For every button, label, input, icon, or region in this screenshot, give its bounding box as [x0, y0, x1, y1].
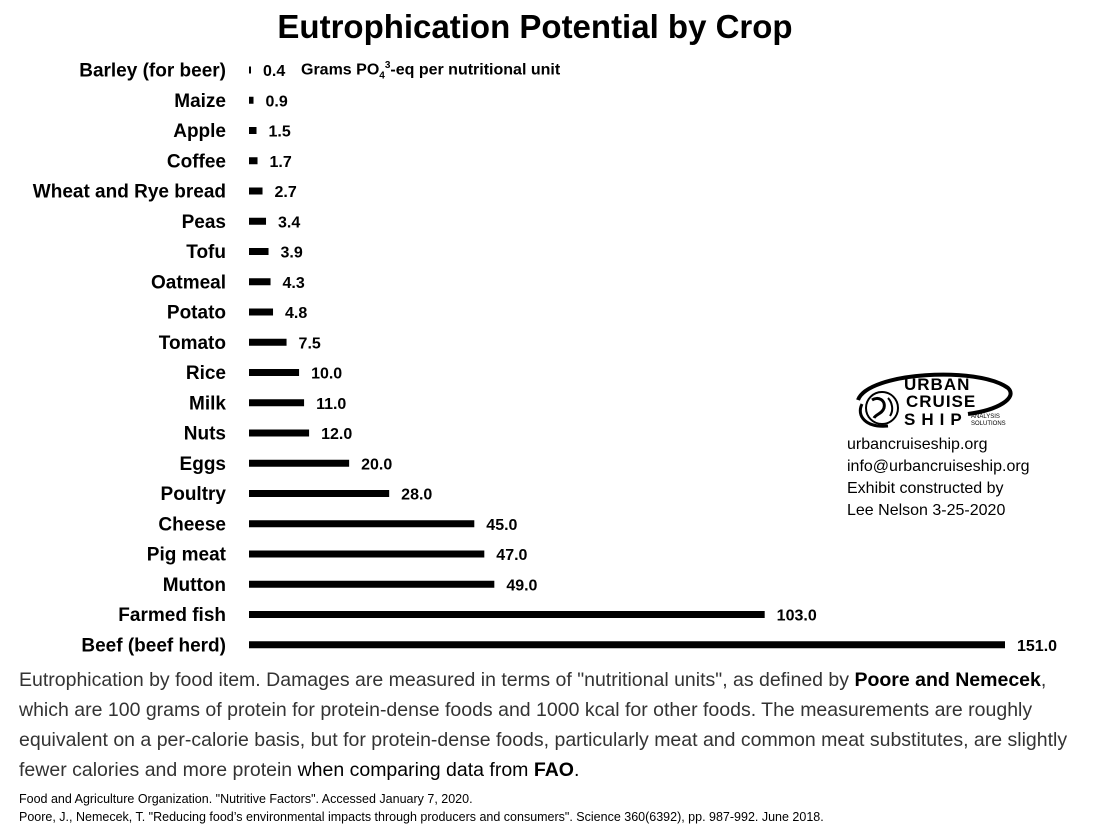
bar-peas	[249, 217, 267, 225]
unit-suffix: -eq per nutritional unit	[390, 61, 561, 79]
value-label-eggs: 20.0	[361, 456, 392, 473]
category-label-barley-for-beer: Barley (for beer)	[79, 61, 226, 82]
logo-text-ship: SHIP	[904, 410, 968, 429]
unit-superscript: 3	[384, 60, 391, 71]
bar-milk	[249, 399, 305, 407]
category-label-milk: Milk	[189, 393, 226, 414]
bar-nuts	[249, 429, 310, 437]
category-label-tomato: Tomato	[159, 333, 226, 354]
credit-line-2: Lee Nelson 3-25-2020	[847, 502, 1006, 519]
category-label-beef-beef-herd: Beef (beef herd)	[81, 635, 226, 656]
chart-title: Eutrophication Potential by Crop	[277, 8, 793, 45]
category-label-pig-meat: Pig meat	[147, 545, 227, 566]
category-label-cheese: Cheese	[158, 514, 226, 535]
footnote-fao: Food and Agriculture Organization. "Nutr…	[19, 792, 473, 806]
bar-rice	[249, 369, 300, 376]
caption-bold-poore-nemecek: Poore and Nemecek	[854, 669, 1041, 691]
credit-line-1: Exhibit constructed by	[847, 480, 1004, 497]
value-label-mutton: 49.0	[506, 577, 537, 594]
bar-farmed-fish	[249, 611, 765, 618]
category-label-apple: Apple	[173, 121, 226, 142]
bar-poultry	[249, 490, 390, 497]
category-label-coffee: Coffee	[167, 151, 226, 172]
logo-text-solutions: SOLUTIONS	[971, 421, 1006, 427]
caption-part-3: when comparing data from	[297, 759, 534, 781]
unit-label: Grams PO43-eq per nutritional unit	[301, 60, 560, 82]
value-label-cheese: 45.0	[486, 517, 517, 534]
bar-maize	[249, 96, 254, 104]
bar-chart: Barley (for beer) 0.4 Maize 0.9 Apple 1.5 Coff…	[33, 61, 1057, 657]
logo-swoosh-icon	[856, 372, 1013, 428]
category-label-maize: Maize	[174, 91, 226, 112]
caption-part-2: , which are 100 grams of protein for pro…	[19, 669, 1068, 781]
value-label-rice: 10.0	[311, 366, 342, 383]
website-text: urbancruiseship.org	[847, 436, 988, 453]
value-label-wheat-and-rye-bread: 2.7	[275, 184, 297, 201]
value-label-peas: 3.4	[278, 214, 300, 231]
category-label-poultry: Poultry	[161, 484, 227, 505]
value-label-oatmeal: 4.3	[283, 275, 305, 292]
bar-tofu	[249, 248, 269, 255]
logo-text-analysis-solutions: ANALYSIS SOLUTIONS	[971, 414, 1006, 428]
unit-subscript: 4	[379, 70, 385, 82]
footnote-poore: Poore, J., Nemecek, T. "Reducing food’s …	[19, 810, 824, 824]
logo-text-cruise: CRUISE	[906, 392, 977, 411]
category-label-oatmeal: Oatmeal	[151, 272, 226, 293]
bar-tomato	[249, 338, 287, 346]
category-label-mutton: Mutton	[163, 575, 226, 596]
bar-wheat-and-rye-bread	[249, 187, 263, 195]
logo-text-urban: URBAN	[904, 375, 971, 394]
category-label-wheat-and-rye-bread: Wheat and Rye bread	[33, 182, 226, 203]
caption-part-4: .	[573, 759, 580, 781]
value-label-maize: 0.9	[266, 93, 288, 110]
bar-oatmeal	[249, 278, 271, 286]
value-label-poultry: 28.0	[401, 487, 432, 504]
bar-beef-beef-herd	[249, 641, 1005, 649]
value-label-barley-for-beer: 0.4	[263, 63, 285, 80]
bar-barley-for-beer	[249, 66, 252, 74]
category-label-tofu: Tofu	[186, 242, 226, 263]
value-label-beef-beef-herd: 151.0	[1017, 638, 1057, 655]
value-label-potato: 4.8	[285, 305, 307, 322]
bar-coffee	[249, 157, 258, 165]
bar-potato	[249, 308, 274, 316]
value-label-farmed-fish: 103.0	[777, 608, 817, 625]
bar-apple	[249, 127, 257, 134]
value-label-apple: 1.5	[269, 124, 291, 141]
bar-cheese	[249, 520, 475, 528]
value-label-tofu: 3.9	[281, 245, 303, 262]
category-label-eggs: Eggs	[180, 454, 226, 475]
caption-part-1: Eutrophication by food item. Damages are…	[19, 669, 855, 691]
category-label-potato: Potato	[167, 303, 226, 324]
bar-pig-meat	[249, 550, 485, 558]
bar-eggs	[249, 459, 350, 467]
email-text: info@urbancruiseship.org	[847, 458, 1030, 475]
category-label-rice: Rice	[186, 363, 226, 384]
urban-cruise-ship-logo: URBAN CRUISE SHIP ANALYSIS SOLUTIONS	[848, 370, 1018, 432]
bar-mutton	[249, 580, 495, 588]
category-label-peas: Peas	[182, 212, 226, 233]
unit-prefix: Grams PO	[301, 61, 380, 79]
contact-block: urbancruiseship.org info@urbancruiseship…	[847, 434, 1030, 522]
category-label-nuts: Nuts	[184, 424, 226, 445]
caption-bold-fao: FAO	[533, 759, 574, 781]
value-label-coffee: 1.7	[270, 154, 292, 171]
logo-text-analysis: ANALYSIS	[971, 414, 1000, 420]
value-label-tomato: 7.5	[299, 335, 321, 352]
value-label-nuts: 12.0	[321, 426, 352, 443]
value-label-pig-meat: 47.0	[496, 547, 527, 564]
footnotes: Food and Agriculture Organization. "Nutr…	[19, 790, 824, 826]
category-label-farmed-fish: Farmed fish	[118, 605, 226, 626]
value-label-milk: 11.0	[316, 396, 346, 413]
chart-caption: Eutrophication by food item. Damages are…	[19, 665, 1094, 785]
